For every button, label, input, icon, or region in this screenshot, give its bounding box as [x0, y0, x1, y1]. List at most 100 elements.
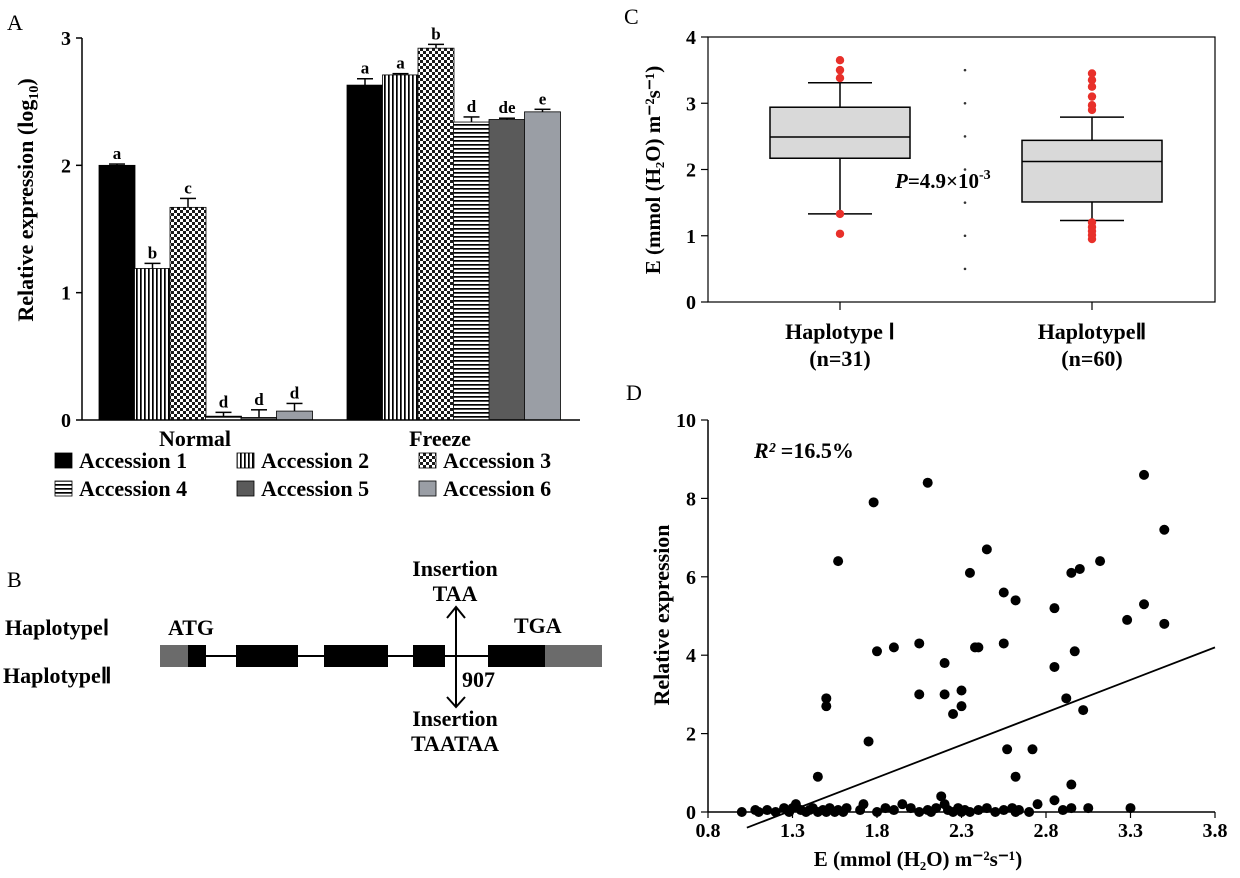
scatter-point: [753, 807, 764, 817]
legend-swatch-accession-2: [236, 452, 255, 469]
scatter-point: [956, 685, 967, 696]
bar-normal-accession-3: [169, 206, 207, 421]
scatter-point: [990, 807, 1001, 817]
haplotype-1-label: HaplotypeⅠ: [5, 615, 109, 640]
scatter-point: [897, 799, 908, 810]
scatter-point: [981, 544, 992, 555]
scatter-point: [880, 803, 891, 814]
significance-letter: d: [219, 392, 229, 411]
scatter-point: [939, 689, 950, 700]
separator-dot: [963, 234, 967, 238]
panel-letter-b: B: [7, 567, 22, 592]
panel-d-x-axis-label: E (mmol (H₂O) m⁻²s⁻¹): [814, 847, 1022, 871]
scatter-point: [1074, 563, 1085, 574]
scatter-point: [1061, 693, 1072, 704]
outlier-point: [1087, 218, 1097, 227]
trend-line: [746, 646, 1216, 829]
panel-d-y-tick-label: 8: [686, 488, 696, 510]
legend-label-accession-6: Accession 6: [443, 476, 551, 501]
group-label-1: Haplotype Ⅰ: [785, 319, 895, 344]
panel-d-scatter-plot: Relative expression E (mmol (H₂O) m⁻²s⁻¹…: [649, 410, 1228, 871]
significance-letter: b: [148, 243, 157, 262]
panel-d-x-tick-label: 1.8: [865, 820, 890, 842]
outlier-point: [1087, 92, 1097, 101]
outlier-point: [1087, 101, 1097, 110]
r-squared-annotation: R² =16.5%: [753, 438, 854, 463]
panel-d-y-tick-label: 2: [686, 724, 696, 746]
panel-a-y-tick-label: 0: [61, 410, 71, 432]
exon-4: [413, 645, 445, 667]
scatter-point: [1122, 614, 1133, 625]
panel-a-y-axis-label: Relative expression (log10): [13, 78, 42, 321]
bar-freeze-accession-3: [417, 47, 455, 421]
scatter-point: [872, 807, 882, 817]
panel-a-y-tick-label: 1: [61, 283, 71, 305]
bar-freeze-accession-6: [524, 111, 561, 421]
scatter-point: [812, 771, 823, 782]
significance-letter: b: [431, 24, 440, 43]
significance-letter: d: [467, 97, 477, 116]
separator-dot: [963, 267, 967, 271]
scatter-point: [841, 803, 852, 814]
utr-5-segment: [160, 645, 188, 667]
scatter-point: [948, 709, 959, 719]
scatter-point: [922, 477, 933, 488]
legend-label-accession-3: Accession 3: [443, 448, 551, 473]
panel-d-y-tick-label: 10: [676, 410, 696, 432]
scatter-point: [1069, 646, 1080, 657]
p-value-annotation: P=4.9×10-3: [894, 168, 991, 193]
scatter-point: [998, 587, 1009, 598]
significance-letter: a: [361, 59, 370, 78]
insertion-bottom-line1: Insertion: [412, 706, 498, 731]
outlier-point: [835, 65, 845, 75]
scatter-point: [770, 807, 781, 817]
significance-letter: de: [499, 98, 516, 117]
scatter-point: [1159, 618, 1170, 629]
scatter-point: [981, 803, 992, 814]
scatter-point: [1010, 771, 1021, 782]
atg-label: ATG: [168, 615, 214, 640]
tga-label: TGA: [514, 613, 562, 638]
outlier-point: [835, 55, 845, 65]
outlier-point: [1087, 75, 1097, 85]
scatter-point: [1013, 805, 1024, 816]
scatter-point: [936, 791, 947, 802]
scatter-point: [914, 807, 925, 817]
significance-letter: a: [396, 54, 405, 73]
scatter-point: [1066, 779, 1077, 790]
bar-freeze-accession-4: [453, 121, 490, 421]
separator-dot: [963, 135, 967, 138]
legend-label-accession-2: Accession 2: [261, 448, 369, 473]
group-n-label-1: (n=31): [809, 346, 870, 371]
panel-letter-c: C: [624, 4, 639, 29]
significance-letter: a: [113, 144, 122, 163]
scatter-point: [1002, 744, 1013, 755]
box-2: [1021, 139, 1163, 203]
scatter-point: [1095, 556, 1106, 567]
scatter-point: [1032, 799, 1043, 810]
exon-3: [324, 645, 388, 667]
panel-d-x-tick-label: 2.3: [949, 820, 974, 842]
legend-label-accession-4: Accession 4: [79, 476, 187, 501]
panel-a-bar-chart: Relative expression (log10) aabacbdddded…: [13, 24, 580, 501]
significance-letter: c: [184, 178, 192, 197]
insertion-top-line2: TAA: [433, 581, 478, 606]
panel-d-y-tick-label: 4: [686, 645, 696, 667]
scatter-point: [858, 799, 869, 810]
separator-dot: [963, 101, 967, 105]
legend-swatch-accession-4: [54, 480, 73, 497]
separator-dot: [963, 201, 967, 204]
scatter-point: [964, 807, 975, 817]
scatter-point: [1078, 705, 1089, 716]
significance-letter: d: [254, 390, 264, 409]
outlier-point: [1087, 82, 1097, 91]
box-1: [769, 106, 911, 159]
scatter-point: [1057, 805, 1068, 816]
insertion-arrow-up-head: [446, 605, 466, 619]
scatter-point: [833, 556, 844, 567]
panel-d-x-tick-label: 2.8: [1034, 820, 1059, 842]
scatter-point: [863, 736, 874, 747]
scatter-point: [821, 693, 832, 704]
scatter-point: [956, 701, 967, 712]
separator-dot: [963, 68, 967, 72]
